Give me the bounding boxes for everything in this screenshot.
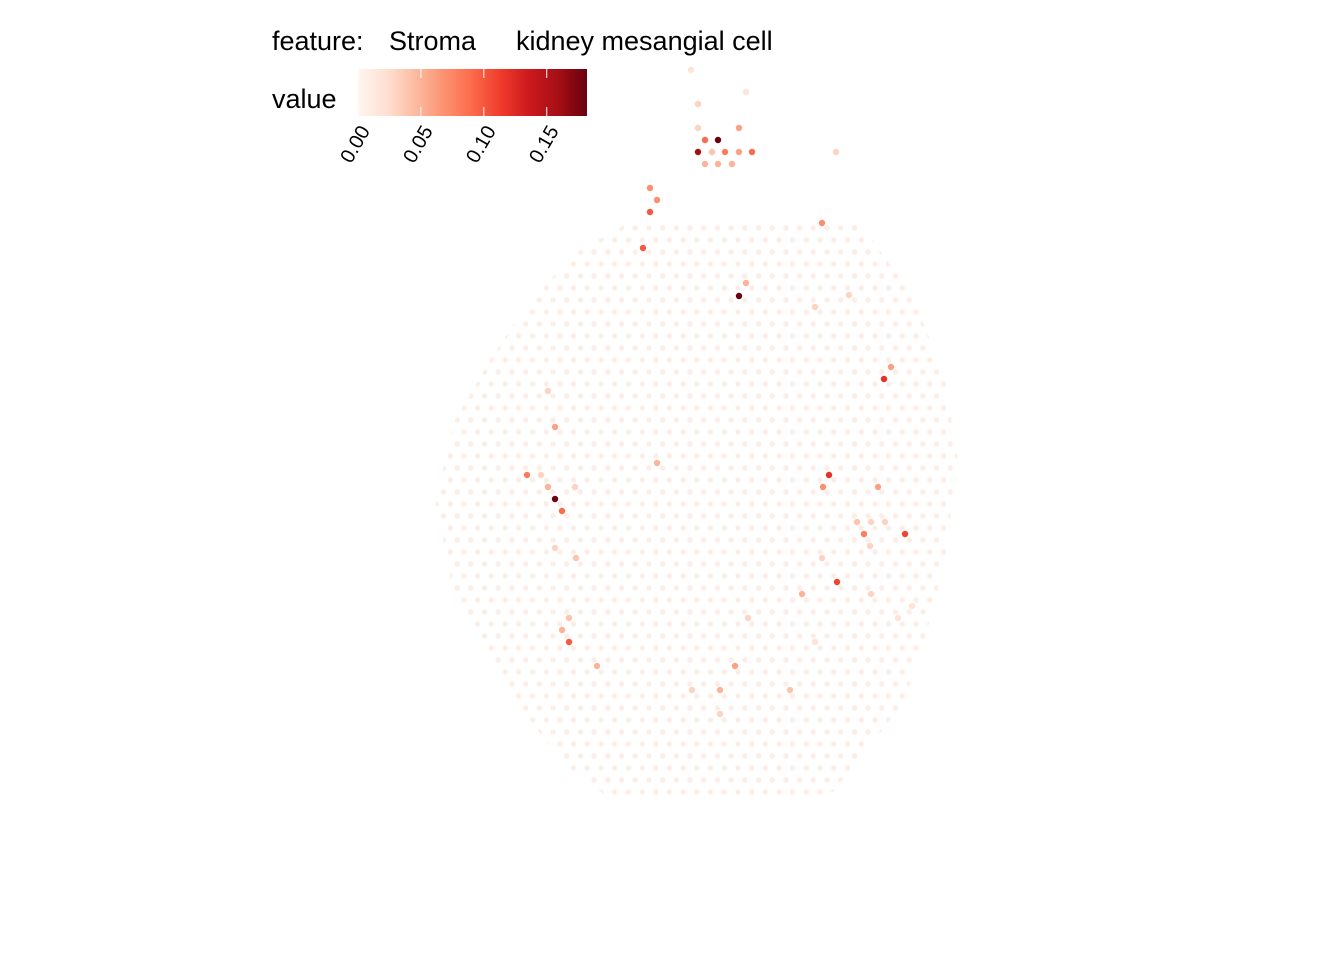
spot [901,530,909,538]
spot [866,542,874,550]
spot [544,387,552,395]
spot [639,244,647,252]
spot [735,124,743,132]
spot [537,471,545,479]
spot [894,614,902,622]
colorbar-tick-label: 0.00 [336,122,375,167]
spot [825,471,833,479]
spot [721,148,729,156]
spot [748,148,756,156]
spot [798,590,806,598]
spot [744,614,752,622]
colorbar-tick-label: 0.15 [525,122,564,167]
colorbar-title: value [272,84,337,114]
spot [653,459,661,467]
spot [874,483,882,491]
spot [716,710,724,718]
spot [694,148,702,156]
spot [694,100,702,108]
spot [845,291,853,299]
spot [646,184,654,192]
spot [908,602,916,610]
spot [688,686,696,694]
spot [551,544,559,552]
spot [701,160,709,168]
colorbar-tick-label: 0.05 [399,122,438,167]
spot [786,686,794,694]
spot [544,483,552,491]
spot [735,292,743,300]
spot [728,160,736,168]
spot [593,662,601,670]
spot [867,590,875,598]
spot [832,148,840,156]
spot [571,483,579,491]
tissue-background [435,222,958,795]
spot [558,507,566,515]
spot [742,279,750,287]
legend-cell-type: kidney mesangial cell [516,26,773,56]
spot [694,124,702,132]
spot [714,136,722,144]
spot [551,495,559,503]
spot [853,518,861,526]
spot [880,375,888,383]
spot [819,483,827,491]
spot [701,136,709,144]
spot [653,196,661,204]
spot [646,208,654,216]
spot [523,471,531,479]
spot [867,518,875,526]
spot [811,303,819,311]
spot [565,638,573,646]
spot [818,219,826,227]
spot [887,363,895,371]
spot [708,148,716,156]
spot [881,518,889,526]
spot [833,578,841,586]
spot [860,530,868,538]
spot [731,662,739,670]
spot [742,88,750,96]
spot [714,160,722,168]
legend-feature: Stroma [389,26,477,56]
spot [818,554,826,562]
spot [551,423,559,431]
legend-label: feature: [272,26,364,56]
colorbar-tick-label: 0.10 [462,122,501,167]
spot [811,638,819,646]
colorbar [358,69,587,116]
spot [687,66,695,74]
spot [558,626,566,634]
spot [735,148,743,156]
spot [572,554,580,562]
spot [565,614,573,622]
spot [716,686,724,694]
